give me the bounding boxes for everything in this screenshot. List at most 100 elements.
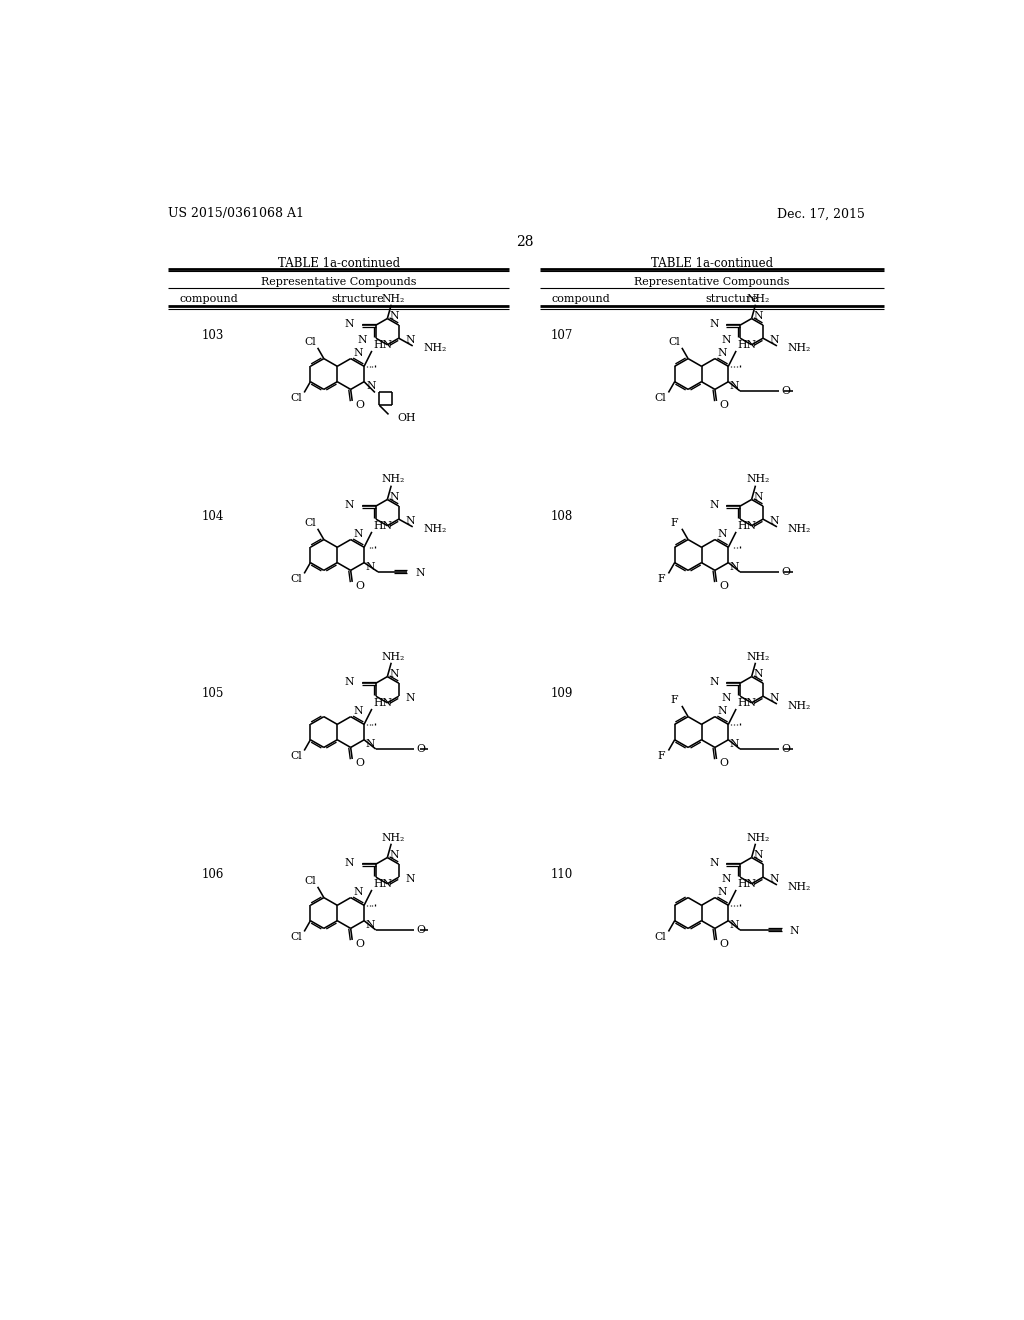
Text: HN: HN — [374, 879, 392, 888]
Text: N: N — [353, 887, 362, 898]
Text: O: O — [417, 744, 426, 754]
Text: 28: 28 — [516, 235, 534, 248]
Text: N: N — [404, 516, 415, 525]
Text: N: N — [717, 887, 727, 898]
Text: HN: HN — [737, 879, 757, 888]
Text: HN: HN — [737, 520, 757, 531]
Text: 105: 105 — [202, 686, 224, 700]
Text: NH₂: NH₂ — [424, 524, 446, 535]
Text: N: N — [367, 380, 376, 391]
Text: Cl: Cl — [291, 574, 302, 583]
Text: N: N — [366, 739, 375, 750]
Text: HN: HN — [737, 339, 757, 350]
Text: Cl: Cl — [304, 519, 315, 528]
Text: N: N — [345, 318, 354, 329]
Text: N: N — [709, 318, 719, 329]
Text: N: N — [717, 706, 727, 717]
Text: Representative Compounds: Representative Compounds — [634, 277, 790, 286]
Text: US 2015/0361068 A1: US 2015/0361068 A1 — [168, 207, 304, 220]
Text: N: N — [717, 529, 727, 539]
Text: N: N — [769, 874, 778, 883]
Text: 103: 103 — [202, 329, 224, 342]
Text: TABLE 1a-continued: TABLE 1a-continued — [651, 256, 773, 269]
Text: Cl: Cl — [291, 932, 302, 942]
Text: N: N — [345, 677, 354, 686]
Text: Cl: Cl — [304, 876, 315, 887]
Text: N: N — [390, 492, 399, 502]
Text: N: N — [730, 920, 739, 931]
Text: N: N — [353, 529, 362, 539]
Text: N: N — [769, 693, 778, 702]
Text: N: N — [769, 516, 778, 525]
Text: N: N — [366, 562, 375, 573]
Text: O: O — [781, 566, 791, 577]
Text: N: N — [390, 850, 399, 861]
Text: N: N — [353, 706, 362, 717]
Text: NH₂: NH₂ — [787, 343, 811, 354]
Text: NH₂: NH₂ — [746, 652, 769, 661]
Text: Cl: Cl — [654, 932, 667, 942]
Text: HN: HN — [374, 339, 392, 350]
Text: N: N — [357, 335, 367, 345]
Text: TABLE 1a-continued: TABLE 1a-continued — [278, 256, 399, 269]
Text: NH₂: NH₂ — [787, 524, 811, 535]
Text: O: O — [720, 939, 729, 949]
Text: N: N — [754, 312, 764, 321]
Text: F: F — [671, 696, 678, 705]
Text: O: O — [417, 925, 426, 935]
Text: NH₂: NH₂ — [382, 474, 406, 484]
Text: N: N — [709, 499, 719, 510]
Text: N: N — [721, 335, 731, 345]
Text: N: N — [404, 335, 415, 345]
Text: O: O — [720, 400, 729, 409]
Text: N: N — [754, 669, 764, 680]
Text: 104: 104 — [202, 510, 224, 523]
Text: N: N — [730, 739, 739, 750]
Text: O: O — [720, 581, 729, 591]
Text: N: N — [769, 335, 778, 345]
Text: HN: HN — [374, 698, 392, 708]
Text: Dec. 17, 2015: Dec. 17, 2015 — [777, 207, 865, 220]
Text: Cl: Cl — [669, 338, 680, 347]
Text: N: N — [404, 874, 415, 883]
Text: N: N — [709, 677, 719, 686]
Text: N: N — [730, 562, 739, 573]
Text: 109: 109 — [550, 686, 572, 700]
Text: O: O — [355, 581, 365, 591]
Text: NH₂: NH₂ — [382, 652, 406, 661]
Text: NH₂: NH₂ — [787, 701, 811, 711]
Text: N: N — [345, 499, 354, 510]
Text: HN: HN — [374, 520, 392, 531]
Text: N: N — [345, 858, 354, 867]
Text: N: N — [754, 850, 764, 861]
Text: 110: 110 — [550, 869, 572, 880]
Text: Representative Compounds: Representative Compounds — [261, 277, 417, 286]
Text: O: O — [720, 758, 729, 768]
Text: O: O — [355, 758, 365, 768]
Text: 108: 108 — [550, 510, 572, 523]
Text: N: N — [721, 874, 731, 883]
Text: F: F — [656, 751, 665, 760]
Text: compound: compound — [179, 294, 238, 305]
Text: N: N — [754, 492, 764, 502]
Text: 106: 106 — [202, 869, 224, 880]
Text: N: N — [721, 693, 731, 702]
Text: N: N — [353, 348, 362, 358]
Text: N: N — [709, 858, 719, 867]
Text: NH₂: NH₂ — [787, 882, 811, 892]
Text: Cl: Cl — [291, 393, 302, 403]
Text: O: O — [355, 400, 365, 409]
Text: Cl: Cl — [291, 751, 302, 760]
Text: HN: HN — [737, 698, 757, 708]
Text: NH₂: NH₂ — [382, 833, 406, 842]
Text: structure: structure — [332, 294, 385, 305]
Text: F: F — [656, 574, 665, 583]
Text: O: O — [355, 939, 365, 949]
Text: compound: compound — [551, 294, 610, 305]
Text: OH: OH — [397, 413, 417, 424]
Text: Cl: Cl — [654, 393, 667, 403]
Text: NH₂: NH₂ — [746, 474, 769, 484]
Text: N: N — [730, 381, 739, 391]
Text: O: O — [781, 744, 791, 754]
Text: NH₂: NH₂ — [424, 343, 446, 354]
